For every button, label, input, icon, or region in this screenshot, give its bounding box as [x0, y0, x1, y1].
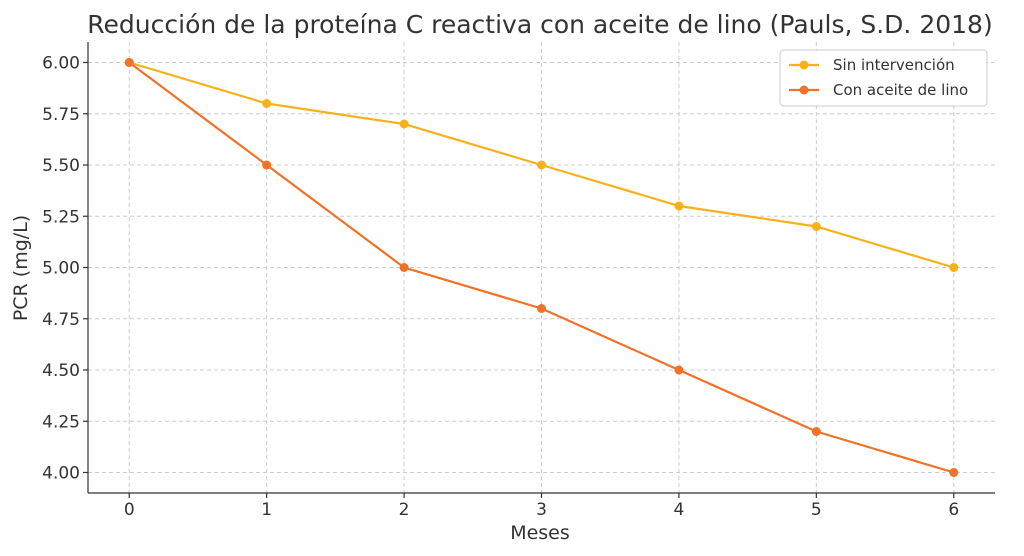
y-tick-label: 5.00	[42, 259, 80, 279]
axes	[83, 42, 995, 498]
data-point	[674, 201, 684, 211]
data-point	[399, 119, 409, 129]
x-tick-label: 4	[674, 500, 685, 520]
y-tick-label: 5.50	[42, 156, 80, 176]
chart-title: Reducción de la proteína C reactiva con …	[87, 10, 992, 39]
legend-box	[779, 49, 988, 107]
legend: Sin intervención Con aceite de lino	[779, 49, 988, 107]
data-point	[949, 468, 959, 477]
x-tick-label: 0	[124, 500, 135, 520]
legend-swatch-marker	[799, 85, 809, 95]
legend-item: Sin intervención	[789, 56, 955, 74]
y-tick-label: 4.25	[42, 412, 80, 432]
y-tick-label: 5.75	[42, 105, 80, 125]
y-axis-label: PCR (mg/L)	[10, 215, 32, 321]
data-point	[537, 304, 546, 313]
x-tick-label: 3	[536, 500, 547, 520]
data-point	[537, 160, 546, 170]
data-point	[674, 365, 684, 375]
legend-label: Con aceite de lino	[833, 81, 968, 99]
data-point	[124, 58, 134, 67]
data-point	[949, 263, 959, 272]
legend-swatch-marker	[799, 60, 809, 70]
data-point	[262, 160, 272, 170]
legend-label: Sin intervención	[833, 56, 955, 74]
series-2	[124, 58, 959, 477]
x-tick-label: 1	[261, 500, 272, 520]
legend-item: Con aceite de lino	[789, 81, 968, 99]
tick-labels: 0 1 2 3 4 5 6 4.00 4.25 4.50 4.75 5.00 5.25 5.50 5.75 6…	[42, 54, 959, 521]
x-tick-label: 6	[948, 500, 959, 520]
x-tick-label: 2	[399, 500, 410, 520]
data-point	[399, 263, 409, 272]
y-tick-label: 4.50	[42, 361, 80, 381]
data-point	[262, 99, 272, 108]
x-tick-label: 5	[811, 500, 822, 520]
series-lines	[124, 58, 959, 477]
y-tick-label: 4.00	[42, 464, 80, 484]
grid	[88, 42, 995, 493]
y-tick-label: 5.25	[42, 207, 80, 227]
x-axis-label: Meses	[510, 522, 570, 544]
data-point	[811, 427, 821, 436]
data-point	[811, 222, 821, 231]
y-tick-label: 4.75	[42, 310, 80, 330]
y-tick-label: 6.00	[42, 54, 80, 74]
